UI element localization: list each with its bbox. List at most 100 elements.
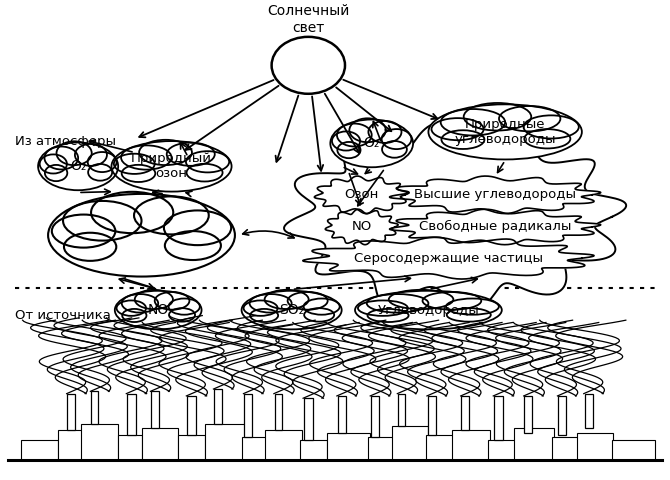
Text: SO₂: SO₂ <box>279 303 304 317</box>
Text: Углеводороды: Углеводороды <box>377 303 479 317</box>
Bar <box>552 437 578 460</box>
Ellipse shape <box>88 152 117 172</box>
Bar <box>452 431 490 460</box>
Ellipse shape <box>56 141 92 165</box>
Ellipse shape <box>135 290 173 309</box>
Text: Из атмосферы: Из атмосферы <box>15 134 116 147</box>
Ellipse shape <box>155 292 190 310</box>
Ellipse shape <box>337 123 372 146</box>
Ellipse shape <box>40 155 67 173</box>
Bar <box>514 428 554 460</box>
Text: Солнечный
свет: Солнечный свет <box>267 4 350 35</box>
Polygon shape <box>389 209 601 245</box>
Text: От источника: От источника <box>15 309 111 322</box>
Bar <box>612 440 655 460</box>
Ellipse shape <box>499 106 560 132</box>
Ellipse shape <box>88 164 112 180</box>
Ellipse shape <box>287 292 328 310</box>
Ellipse shape <box>186 164 222 181</box>
Bar <box>304 398 313 440</box>
Polygon shape <box>303 237 594 279</box>
Ellipse shape <box>139 140 192 165</box>
Bar <box>205 423 245 460</box>
Ellipse shape <box>122 165 155 182</box>
Ellipse shape <box>349 118 386 142</box>
Ellipse shape <box>330 120 413 167</box>
Bar <box>187 396 196 435</box>
Bar <box>371 396 379 437</box>
Ellipse shape <box>114 154 155 174</box>
Bar <box>275 394 282 431</box>
Bar <box>178 435 205 460</box>
Ellipse shape <box>75 144 107 166</box>
Ellipse shape <box>115 291 202 329</box>
Ellipse shape <box>64 233 117 261</box>
Ellipse shape <box>186 151 229 172</box>
Bar <box>426 435 453 460</box>
Bar <box>300 440 327 460</box>
Bar <box>91 391 98 423</box>
Text: Серосодержащие частицы: Серосодержащие частицы <box>354 252 543 264</box>
Ellipse shape <box>447 308 491 322</box>
Ellipse shape <box>169 308 195 322</box>
Ellipse shape <box>382 129 411 149</box>
Ellipse shape <box>121 145 172 169</box>
Text: Природный
озон: Природный озон <box>131 152 212 180</box>
Ellipse shape <box>164 210 231 245</box>
Ellipse shape <box>265 290 309 309</box>
Bar <box>327 432 371 460</box>
Bar <box>398 394 405 426</box>
Text: Природные
углеводороды: Природные углеводороды <box>454 118 556 146</box>
Ellipse shape <box>134 196 209 234</box>
Ellipse shape <box>338 142 360 158</box>
Text: O₂: O₂ <box>364 136 380 150</box>
Bar <box>369 437 394 460</box>
Ellipse shape <box>45 165 67 181</box>
Ellipse shape <box>358 300 408 316</box>
Polygon shape <box>389 176 601 214</box>
Bar <box>68 394 76 431</box>
Ellipse shape <box>464 103 531 131</box>
Text: Озон: Озон <box>344 188 379 201</box>
Ellipse shape <box>442 130 484 149</box>
Bar <box>462 396 469 431</box>
Ellipse shape <box>304 308 334 322</box>
Ellipse shape <box>382 141 407 158</box>
Bar <box>576 432 613 460</box>
Ellipse shape <box>428 104 582 159</box>
Bar <box>338 396 346 432</box>
Ellipse shape <box>122 294 158 312</box>
Bar <box>265 431 302 460</box>
Ellipse shape <box>242 291 342 329</box>
Ellipse shape <box>169 299 200 315</box>
Ellipse shape <box>250 309 278 322</box>
Text: NO: NO <box>352 220 372 233</box>
Polygon shape <box>314 176 409 214</box>
Ellipse shape <box>366 294 428 312</box>
Bar <box>82 423 118 460</box>
Ellipse shape <box>367 309 409 322</box>
Ellipse shape <box>271 37 345 94</box>
Ellipse shape <box>369 121 401 143</box>
Ellipse shape <box>91 192 174 233</box>
Bar <box>214 389 222 423</box>
Bar <box>58 431 84 460</box>
Ellipse shape <box>52 215 115 248</box>
Ellipse shape <box>525 129 570 148</box>
Ellipse shape <box>441 109 505 135</box>
Ellipse shape <box>523 115 579 139</box>
Bar <box>392 426 428 460</box>
Ellipse shape <box>122 309 147 322</box>
Text: Свободные радикалы: Свободные радикалы <box>419 220 572 233</box>
Ellipse shape <box>167 143 215 166</box>
Bar <box>151 391 159 428</box>
Bar <box>427 396 436 435</box>
Bar <box>525 396 533 432</box>
Ellipse shape <box>244 300 277 316</box>
Bar <box>494 396 502 440</box>
Bar <box>245 394 253 437</box>
Bar <box>141 428 178 460</box>
Bar <box>21 440 58 460</box>
Bar <box>558 396 565 435</box>
Ellipse shape <box>355 291 502 329</box>
